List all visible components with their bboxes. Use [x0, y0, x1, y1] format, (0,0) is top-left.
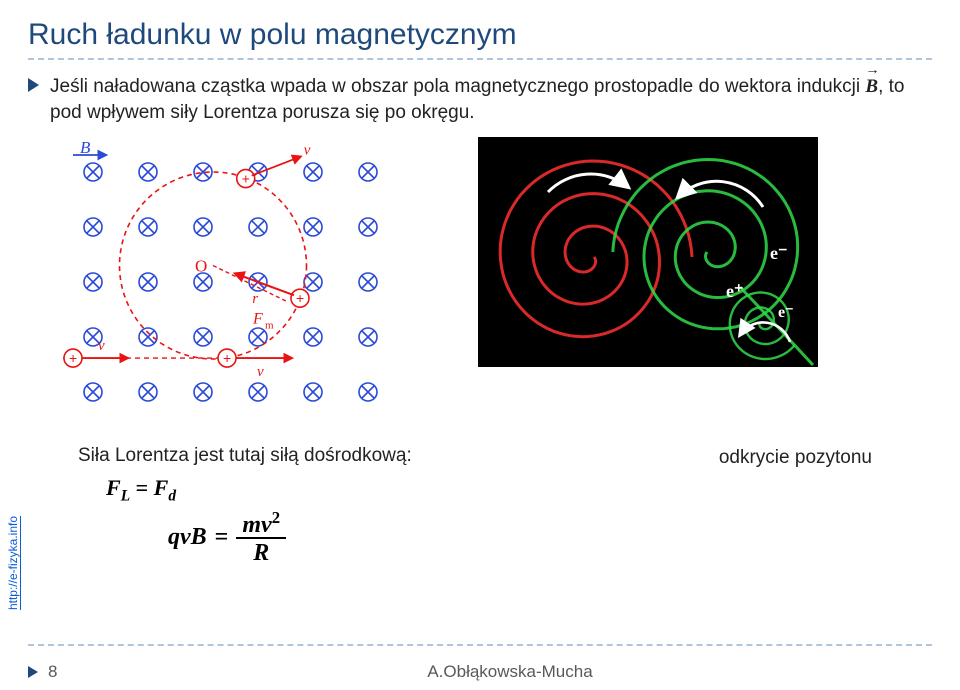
- svg-text:B: B: [80, 138, 91, 157]
- svg-text:+: +: [69, 350, 77, 366]
- svg-text:e⁻: e⁻: [770, 243, 788, 263]
- lorentz-caption: Siła Lorentza jest tutaj siłą dośrodkową…: [78, 445, 412, 467]
- svg-text:m: m: [265, 320, 274, 332]
- body-paragraph: Jeśli naładowana cząstka wpada w obszar …: [28, 74, 932, 125]
- svg-text:+: +: [223, 350, 231, 366]
- para-pre: Jeśli naładowana cząstka wpada w obszar …: [50, 76, 865, 97]
- lorentz-block: Siła Lorentza jest tutaj siłą dośrodkową…: [78, 445, 412, 564]
- svg-text:e⁻: e⁻: [778, 304, 794, 321]
- vector-B: B: [865, 74, 878, 100]
- field-diagram: B Or + v + Fm + v + v: [58, 137, 438, 427]
- svg-text:v: v: [257, 364, 264, 380]
- bullet-icon: [28, 78, 39, 92]
- slide-title: Ruch ładunku w polu magnetycznym: [28, 18, 932, 52]
- svg-text:v: v: [304, 143, 311, 159]
- svg-text:F: F: [252, 311, 263, 328]
- svg-text:r: r: [252, 291, 258, 307]
- svg-text:v: v: [98, 338, 105, 354]
- footer-bullet-icon: [28, 666, 38, 678]
- eq-forces: FL = Fd: [106, 475, 412, 505]
- author-name: A.Obłąkowska-Mucha: [427, 662, 592, 682]
- footer-rule: [28, 644, 932, 646]
- footer: 8 A.Obłąkowska-Mucha: [28, 662, 932, 682]
- chamber-photo: e⁻ e⁺ e⁻: [478, 137, 818, 367]
- discovery-caption: odkrycie pozytonu: [719, 447, 872, 469]
- page-number: 8: [48, 662, 88, 682]
- svg-text:+: +: [296, 291, 304, 307]
- source-link[interactable]: http://e-fizyka.info: [6, 516, 20, 610]
- title-rule: [28, 58, 932, 60]
- eq-centripetal: qvB = mv2 R: [168, 510, 412, 565]
- svg-text:+: +: [242, 171, 250, 187]
- svg-text:e⁺: e⁺: [726, 281, 744, 301]
- svg-text:O: O: [195, 257, 207, 276]
